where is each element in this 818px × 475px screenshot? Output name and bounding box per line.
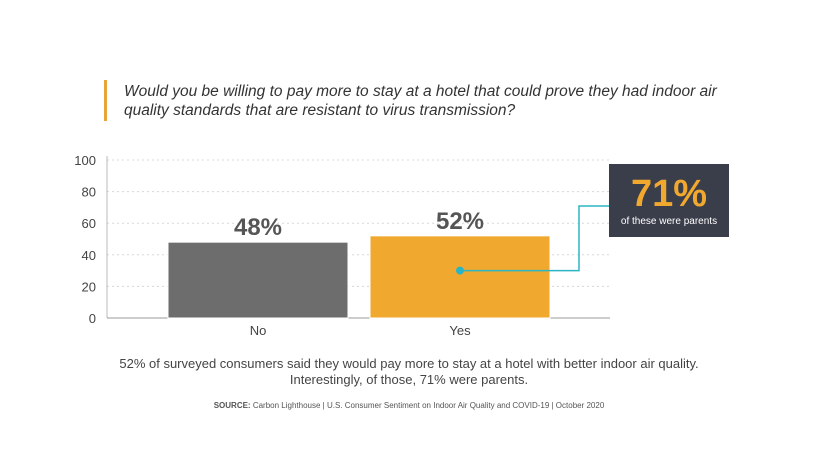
bar-yes [369, 235, 551, 319]
y-tick-label: 80 [82, 185, 96, 200]
source-text: Carbon Lighthouse | U.S. Consumer Sentim… [252, 401, 605, 410]
callout-value: 71% [631, 173, 707, 215]
data-label: 52% [436, 208, 484, 235]
caption-line-1: 52% of surveyed consumers said they woul… [119, 356, 699, 371]
source-note: SOURCE: Carbon Lighthouse | U.S. Consume… [0, 401, 818, 410]
chart-caption: 52% of surveyed consumers said they woul… [0, 356, 818, 388]
caption-line-2: Interestingly, of those, 71% were parent… [289, 372, 529, 387]
source-label: SOURCE: [213, 401, 251, 410]
bar-chart: 0 20 40 60 80 100 48% No 52% Yes 71%of these were … [74, 153, 729, 338]
callout-dot [456, 266, 464, 275]
callout-connector [460, 205, 609, 272]
chart-question: Would you be willing to pay more to stay… [124, 83, 717, 119]
y-tick-label: 0 [89, 311, 96, 326]
y-tick-label: 20 [82, 279, 96, 294]
x-tick-label: No [250, 323, 267, 338]
callout-text: of these were parents [621, 216, 717, 227]
callout-box [609, 164, 729, 237]
data-label: 48% [234, 214, 282, 241]
question-accent-bar [104, 80, 107, 121]
y-tick-label: 60 [82, 216, 96, 231]
y-tick-label: 100 [74, 153, 96, 168]
x-tick-label: Yes [449, 323, 471, 338]
bar-no [167, 241, 349, 319]
y-tick-label: 40 [82, 248, 96, 263]
